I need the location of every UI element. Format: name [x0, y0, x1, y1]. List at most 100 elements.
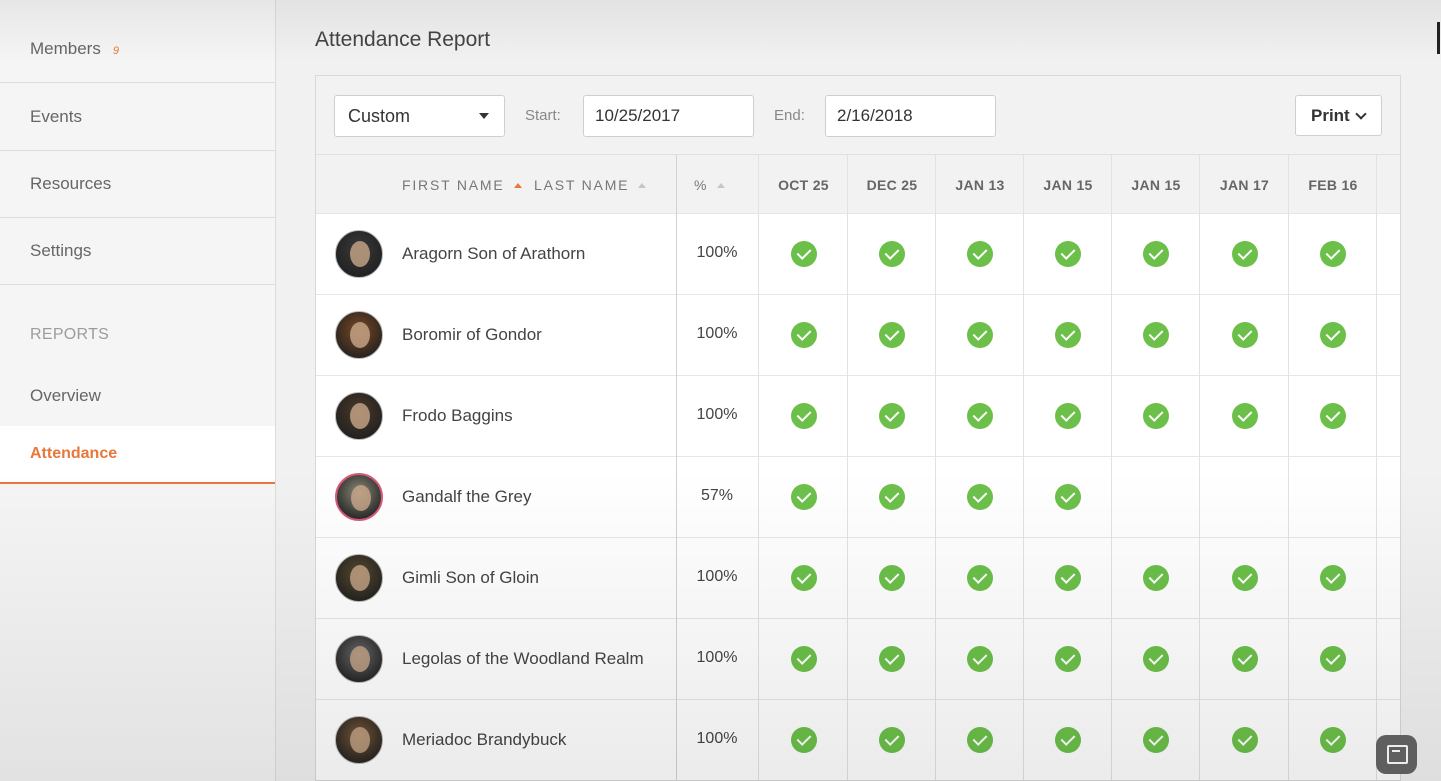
percent-header[interactable]: % — [694, 177, 731, 193]
date-column-header[interactable]: JAN 13 — [955, 177, 1005, 193]
sidebar-item-label: Members — [30, 39, 101, 58]
date-column-header[interactable]: JAN 17 — [1219, 177, 1270, 193]
check-icon — [1231, 646, 1258, 672]
table-row: Gimli Son of Gloin 100% — [316, 538, 1400, 619]
start-date-input[interactable] — [583, 95, 754, 137]
avatar-face — [350, 646, 370, 672]
print-button[interactable]: Print — [1295, 95, 1382, 136]
check-icon — [1143, 322, 1169, 348]
first-name-header-label: FIRST NAME — [402, 177, 505, 193]
check-icon — [790, 727, 817, 753]
avatar-face — [351, 485, 371, 511]
print-label: Print — [1311, 105, 1350, 125]
sidebar-item-label: Attendance — [30, 445, 118, 462]
check-icon — [1143, 646, 1169, 672]
member-name[interactable]: Frodo Baggins — [402, 406, 513, 425]
sidebar-item-label: Resources — [30, 174, 112, 193]
avatar-face — [350, 565, 370, 591]
page-title: Attendance Report — [315, 28, 491, 51]
check-icon — [1055, 646, 1081, 672]
check-icon — [1320, 403, 1346, 429]
report-toolbar: Custom Start: End: Print — [316, 76, 1400, 155]
last-name-header[interactable]: LAST NAME — [534, 177, 652, 193]
check-icon — [967, 565, 993, 591]
date-column-header[interactable]: JAN 15 — [1043, 177, 1093, 193]
column-divider — [1023, 155, 1024, 780]
member-name[interactable]: Gandalf the Grey — [402, 487, 532, 506]
check-icon — [1320, 241, 1346, 267]
avatar[interactable] — [335, 392, 383, 440]
check-icon — [790, 565, 817, 591]
table-header: FIRST NAME LAST NAME % OCT 25 DEC 25 JAN 1… — [316, 155, 1400, 214]
check-icon — [1143, 727, 1169, 753]
column-divider — [1376, 155, 1377, 780]
column-divider — [676, 155, 677, 780]
check-icon — [879, 727, 905, 753]
sidebar-item-events[interactable]: Events — [0, 84, 275, 151]
chevron-down-icon — [1355, 108, 1367, 120]
member-name[interactable]: Aragorn Son of Arathorn — [402, 244, 586, 263]
table-row: Aragorn Son of Arathorn 100% — [316, 214, 1400, 295]
attendance-percent: 100% — [696, 325, 738, 342]
sidebar-item-attendance[interactable]: Attendance — [0, 426, 275, 484]
check-icon — [879, 484, 905, 510]
sort-ascending-icon — [513, 182, 522, 188]
avatar[interactable] — [335, 311, 383, 359]
check-icon — [1055, 727, 1081, 753]
avatar[interactable] — [335, 554, 383, 602]
member-name[interactable]: Boromir of Gondor — [402, 325, 542, 344]
avatar[interactable] — [335, 716, 383, 764]
column-divider — [758, 155, 759, 780]
avatar[interactable] — [335, 635, 383, 683]
sidebar-item-members[interactable]: Members 9 — [0, 16, 275, 83]
table-row: Gandalf the Grey 57% — [316, 457, 1400, 538]
date-column-header[interactable]: FEB 16 — [1308, 177, 1358, 193]
chat-widget-button[interactable] — [1376, 735, 1417, 774]
check-icon — [967, 322, 993, 348]
sidebar-item-settings[interactable]: Settings — [0, 218, 275, 285]
date-range-value: Custom — [348, 105, 411, 126]
caret-down-icon — [479, 113, 489, 119]
check-icon — [1055, 565, 1081, 591]
check-icon — [1320, 646, 1346, 672]
attendance-percent: 100% — [696, 244, 738, 261]
check-icon — [1055, 322, 1081, 348]
end-date-input[interactable] — [825, 95, 996, 137]
date-column-header[interactable]: OCT 25 — [778, 177, 829, 193]
first-name-header[interactable]: FIRST NAME — [402, 177, 528, 193]
sort-icon — [717, 182, 726, 188]
avatar[interactable] — [335, 473, 383, 521]
attendance-percent: 57% — [700, 487, 734, 504]
sidebar-item-resources[interactable]: Resources — [0, 151, 275, 218]
check-icon — [790, 403, 817, 429]
date-column-header[interactable]: JAN 15 — [1131, 177, 1181, 193]
check-icon — [879, 241, 905, 267]
table-row: Boromir of Gondor 100% — [316, 295, 1400, 376]
avatar-face — [350, 322, 370, 348]
end-label: End: — [774, 107, 805, 124]
member-name[interactable]: Gimli Son of Gloin — [402, 568, 539, 587]
sidebar: Members 9 Events Resources Settings REPO… — [0, 0, 276, 781]
check-icon — [879, 403, 905, 429]
sidebar-item-label: Settings — [30, 241, 92, 260]
table-row: Meriadoc Brandybuck 100% — [316, 700, 1400, 780]
date-column-header[interactable]: DEC 25 — [866, 177, 918, 193]
check-icon — [967, 403, 993, 429]
date-range-select[interactable]: Custom — [334, 95, 505, 137]
avatar-face — [350, 727, 370, 753]
members-count-badge: 9 — [112, 45, 119, 57]
check-icon — [1320, 727, 1346, 753]
column-divider — [1199, 155, 1200, 780]
last-name-header-label: LAST NAME — [534, 177, 630, 193]
start-label: Start: — [525, 107, 561, 124]
member-name[interactable]: Legolas of the Woodland Realm — [402, 649, 644, 668]
check-icon — [1143, 241, 1169, 267]
check-icon — [1143, 565, 1169, 591]
avatar[interactable] — [335, 230, 383, 278]
check-icon — [879, 322, 905, 348]
column-divider — [847, 155, 848, 780]
member-name[interactable]: Meriadoc Brandybuck — [402, 730, 567, 749]
attendance-percent: 100% — [696, 568, 738, 585]
check-icon — [967, 646, 993, 672]
sidebar-item-overview[interactable]: Overview — [30, 386, 101, 405]
